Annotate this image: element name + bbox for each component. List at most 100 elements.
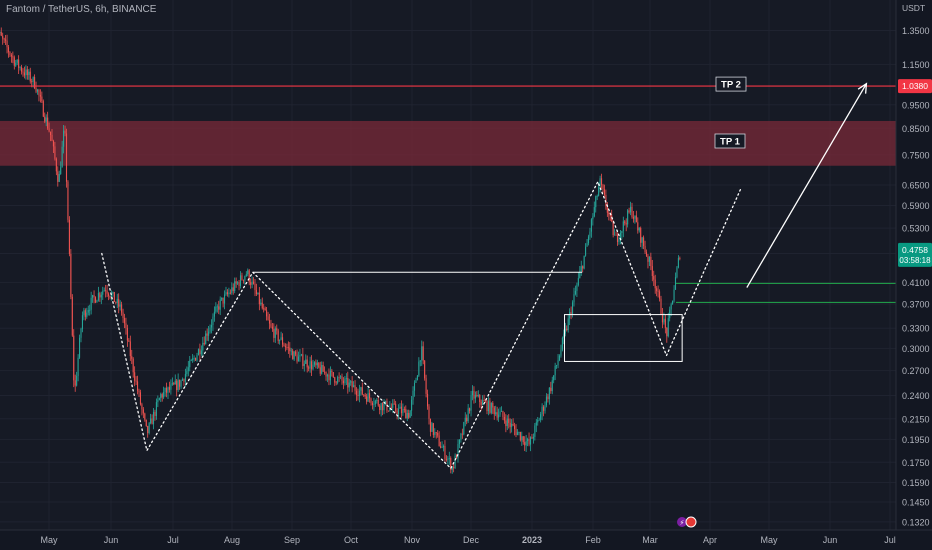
candle-body [134, 372, 136, 381]
tp1-label: TP 1 [720, 137, 741, 148]
candle-body [232, 287, 234, 292]
candle-body [566, 328, 568, 331]
candle-body [580, 266, 582, 272]
x-tick-label: May [760, 535, 778, 545]
candle-body [105, 290, 107, 292]
candle-body [667, 318, 669, 337]
candle-body [395, 403, 397, 411]
candle-body [647, 255, 649, 262]
candle-body [16, 59, 18, 63]
candle-body [110, 293, 112, 298]
candle-body [460, 433, 462, 440]
candle-body [213, 311, 215, 317]
candle-body [226, 292, 228, 295]
candle-body [181, 378, 184, 381]
candle-body [74, 380, 76, 386]
candle-body [42, 101, 44, 117]
candle-body [45, 117, 47, 122]
candle-body [290, 350, 292, 352]
candle-body [660, 298, 662, 315]
candle-body [471, 390, 474, 396]
candle-body [653, 276, 655, 280]
candle-body [657, 291, 659, 292]
candle-body [322, 364, 324, 372]
candle-body [402, 408, 404, 414]
candle-body [242, 279, 244, 281]
candle-body [512, 423, 514, 426]
time-axis[interactable]: May Jun Jul Aug Sep Oct Nov Dec 2023 Feb Mar Apr May… [0, 529, 932, 550]
candle-body [303, 363, 305, 366]
candle-body [583, 255, 585, 269]
lightning-glyph: ⚡ [680, 519, 685, 527]
candle-body [412, 390, 414, 400]
candle-body [52, 140, 54, 147]
candle-body [2, 35, 4, 39]
candle-body [245, 274, 247, 277]
candle-body [480, 401, 482, 405]
candle-body [502, 411, 504, 417]
candle-body [0, 32, 2, 36]
candle-body [377, 399, 379, 406]
candle-body [454, 455, 456, 469]
candle-body [553, 375, 555, 381]
candle-body [141, 404, 143, 410]
candle-body [483, 400, 485, 402]
candle-body [656, 288, 658, 292]
candle-body [434, 432, 436, 435]
candle-body [527, 439, 529, 442]
candle-body [80, 328, 82, 338]
candle-body [479, 395, 481, 402]
candle-body [192, 358, 194, 360]
candle-body [651, 266, 653, 277]
candle-body [36, 89, 39, 92]
candle-body [579, 271, 581, 279]
candle-body [447, 458, 449, 460]
candle-body [228, 292, 230, 295]
candle-body [367, 393, 369, 402]
candle-body [518, 432, 520, 433]
candle-body [312, 364, 314, 370]
candle-body [261, 302, 263, 309]
price-axis[interactable]: 1.3500 1.1500 0.9500 0.8500 0.7500 0.6500 0.59… [895, 0, 932, 550]
candle-body [39, 95, 41, 97]
candle-body [440, 446, 442, 448]
candle-body [529, 437, 532, 445]
candle-body [148, 423, 150, 434]
candle-body [128, 340, 130, 342]
candle-body [408, 412, 410, 418]
candle-body [25, 69, 27, 76]
candle-body [57, 171, 59, 182]
candle-body [521, 436, 523, 441]
candle-body [606, 206, 608, 213]
candle-body [537, 420, 539, 423]
candle-body [248, 270, 250, 283]
candle-body [44, 116, 46, 122]
candle-body [441, 447, 443, 449]
candle-body [679, 258, 681, 259]
candle-body [79, 337, 81, 358]
candle-body [158, 398, 160, 401]
candle-body [234, 281, 236, 292]
candle-body [354, 385, 356, 391]
y-tick-label: 0.6500 [902, 180, 930, 190]
candle-body [344, 378, 346, 384]
candle-body [176, 380, 178, 391]
candle-body [437, 432, 439, 436]
candle-body [663, 318, 665, 323]
candle-body [524, 442, 526, 446]
candle-body [332, 372, 334, 378]
x-tick-label: Jul [167, 535, 179, 545]
candle-body [511, 423, 513, 427]
y-tick-label: 0.7500 [902, 150, 930, 160]
candle-body [369, 393, 371, 399]
candle-body [18, 59, 20, 68]
candle-body [199, 349, 201, 355]
candle-body [477, 395, 479, 397]
candle-body [370, 398, 372, 403]
candle-body [450, 458, 452, 470]
candle-body [493, 407, 495, 415]
candle-body [342, 380, 344, 384]
candle-body [15, 62, 17, 66]
candle-body [403, 408, 405, 410]
